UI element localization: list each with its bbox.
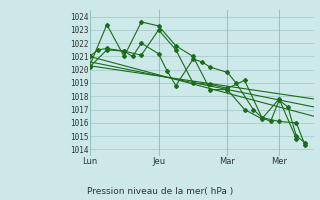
Text: Pression niveau de la mer( hPa ): Pression niveau de la mer( hPa ): [87, 187, 233, 196]
